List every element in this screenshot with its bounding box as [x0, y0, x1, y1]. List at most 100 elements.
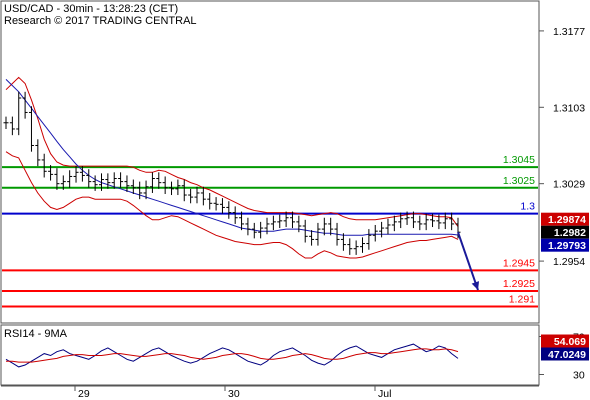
price-bar — [296, 215, 302, 233]
price-bar — [315, 222, 321, 246]
forecast-arrow-head — [471, 281, 480, 291]
price-bar — [86, 169, 92, 188]
last-price-tag-box — [541, 225, 589, 239]
forecast-arrow-shaft — [457, 231, 479, 291]
price-bar — [105, 173, 111, 189]
price-bars — [3, 91, 461, 255]
rsi-ma-tag-box — [541, 334, 589, 348]
level-lines — [2, 166, 538, 308]
price-bar — [188, 188, 194, 204]
ma-red-tag-label: 1.29874 — [548, 214, 586, 226]
rsi-pane: RSI14 - 9MA — [0, 324, 540, 386]
price-pane: 1.3045 1.3025 1.3 1.2945 1.2925 1.291 USD/CAD… — [0, 0, 540, 324]
price-bar — [130, 179, 136, 194]
resistance-1-label: 1.3025 — [503, 175, 535, 187]
price-bar — [430, 213, 436, 228]
ma-blue-tag: 1.29793 — [541, 238, 589, 252]
band-upper-line — [5, 76, 459, 227]
price-bar — [92, 175, 98, 191]
price-bar — [200, 186, 206, 206]
copyright-line: Research © 2017 TRADING CENTRAL — [4, 15, 197, 27]
rsi-lines — [5, 343, 459, 368]
price-tick-label: 1.2954 — [553, 256, 585, 268]
band-layer — [5, 76, 459, 259]
price-bar — [137, 181, 143, 200]
price-bar — [404, 211, 410, 225]
price-bar — [181, 179, 187, 202]
rsi-line — [5, 343, 459, 368]
price-bar — [264, 217, 270, 235]
ma-blue-line — [5, 79, 459, 236]
ma-blue-tag-box — [541, 238, 589, 252]
rsi-title: RSI14 - 9MA — [4, 328, 68, 340]
price-bar — [28, 106, 34, 152]
price-bar — [309, 230, 315, 246]
price-tick-label: 1.3029 — [553, 179, 585, 191]
price-bar — [270, 215, 276, 231]
price-bar — [277, 214, 283, 229]
price-bar — [398, 212, 404, 229]
time-tick-label: 29 — [78, 388, 90, 400]
ma-blue-tag-label: 1.29793 — [548, 240, 586, 252]
level-labels: 1.3045 1.3025 1.3 1.2945 1.2925 1.291 — [503, 154, 535, 305]
price-bar — [289, 211, 295, 229]
price-bar — [143, 180, 149, 200]
price-tick-label: 1.3103 — [553, 102, 585, 114]
time-tick-label: Jul — [378, 388, 391, 400]
price-bar — [41, 153, 47, 178]
time-axis: 29 30 Jul — [1, 385, 539, 400]
price-bar — [258, 221, 264, 239]
rsi-tag-box — [541, 347, 589, 361]
time-tick-label: 30 — [228, 388, 240, 400]
rsi-ma-line — [6, 348, 459, 363]
price-bar — [442, 212, 448, 230]
band-lower-line — [5, 151, 459, 259]
price-bar — [35, 139, 41, 167]
price-pane-frame — [0, 0, 540, 324]
price-bar — [162, 176, 168, 194]
price-bar — [283, 211, 289, 228]
support-1-label: 1.2945 — [503, 257, 535, 269]
price-bar — [251, 222, 257, 239]
price-bar — [423, 213, 429, 231]
price-bar — [239, 211, 245, 231]
price-bar — [302, 219, 308, 243]
support-3-label: 1.291 — [509, 294, 535, 306]
pivot-label: 1.3 — [520, 201, 535, 213]
price-bar — [449, 212, 455, 231]
price-bar — [9, 116, 15, 136]
rsi-tag: 47.0249 — [541, 347, 589, 361]
price-bar — [73, 166, 79, 183]
price-bar — [79, 166, 85, 182]
price-bar — [124, 175, 130, 192]
price-bar — [118, 172, 124, 188]
price-bar — [111, 172, 117, 189]
price-bar — [372, 224, 378, 242]
price-tick-label: 1.3177 — [553, 26, 585, 38]
price-bar — [334, 222, 340, 246]
price-bar — [232, 206, 238, 224]
rsi-tick-label: 30 — [573, 370, 585, 382]
price-bar — [156, 172, 162, 189]
price-bar — [67, 170, 73, 188]
price-bar — [391, 215, 397, 232]
rsi-ma-tag-label: 54.069 — [554, 336, 586, 348]
support-2-label: 1.2925 — [503, 278, 535, 290]
ma-red-tag: 1.29874 — [541, 212, 589, 226]
price-bar — [3, 116, 9, 129]
rsi-pane-frame — [0, 324, 540, 386]
ma-red-tag-box — [541, 212, 589, 226]
price-bar — [379, 221, 385, 238]
price-bar — [22, 91, 28, 119]
last-price-tag: 1.2982 — [541, 225, 589, 239]
price-bar — [16, 91, 22, 136]
price-bar — [360, 237, 366, 253]
price-bar — [213, 197, 219, 211]
price-bar — [149, 172, 155, 193]
price-axis: 1.3177 1.3103 1.3029 1.2954 — [539, 26, 585, 268]
ma-layer — [5, 79, 459, 236]
price-bar — [321, 217, 327, 236]
